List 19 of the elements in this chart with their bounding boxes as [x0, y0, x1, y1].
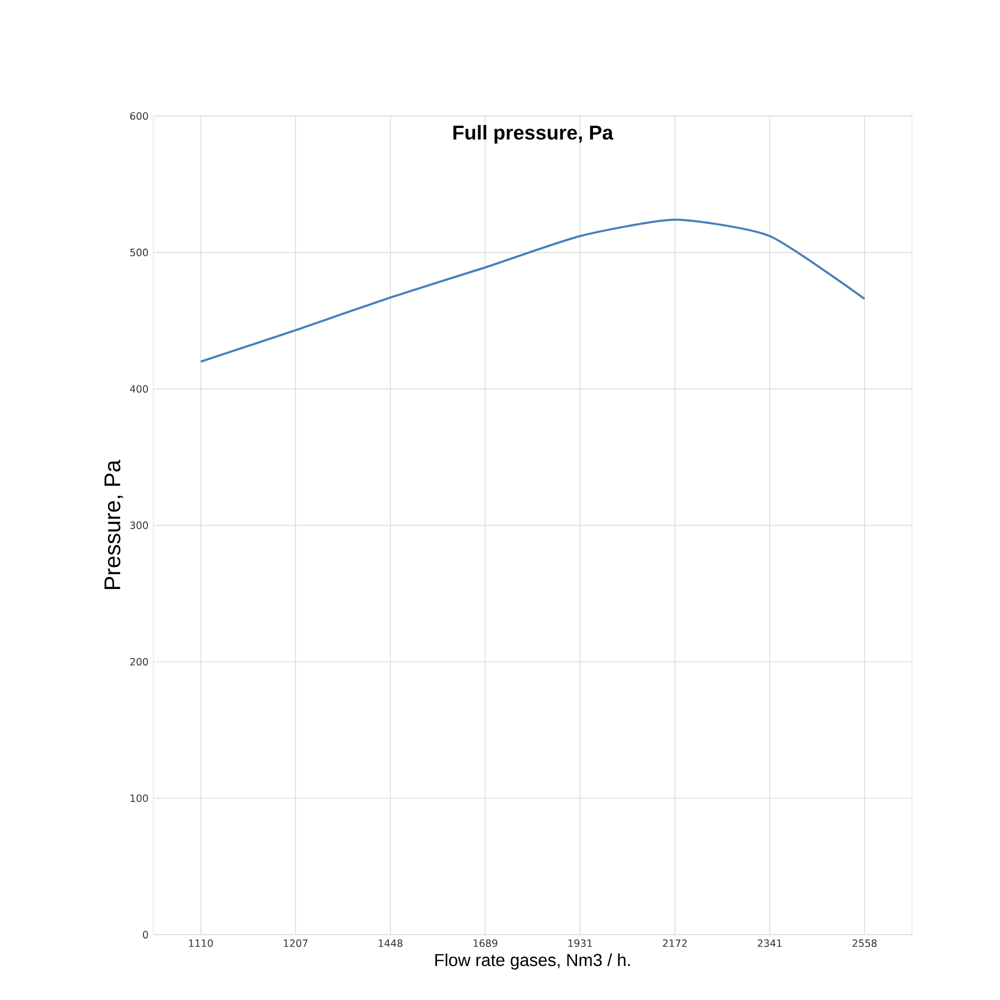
y-tick-label: 100 [130, 794, 148, 802]
x-tick-label: 1110 [189, 939, 213, 947]
x-axis-title: Flow rate gases, Nm3 / h. [435, 953, 630, 970]
y-tick-label: 600 [130, 112, 148, 120]
y-axis-title: Pressure, Pa [104, 460, 124, 589]
x-tick-label: 1448 [378, 939, 402, 947]
x-tick-label: 1207 [284, 939, 308, 947]
line-series [200, 218, 866, 363]
y-tick-label: 0 [142, 930, 148, 938]
y-tick-label: 500 [130, 248, 148, 256]
y-tick-label: 400 [130, 385, 148, 393]
y-tick-label: 300 [130, 522, 148, 530]
x-tick-label: 2558 [852, 939, 877, 947]
y-tick-label: 200 [130, 658, 148, 666]
x-tick-label: 1931 [568, 939, 592, 947]
x-tick-label: 2172 [662, 939, 687, 947]
chart-title: Full pressure, Pa [453, 124, 614, 144]
x-tick-label: 2341 [758, 939, 782, 947]
x-tick-label: 1689 [474, 939, 498, 947]
